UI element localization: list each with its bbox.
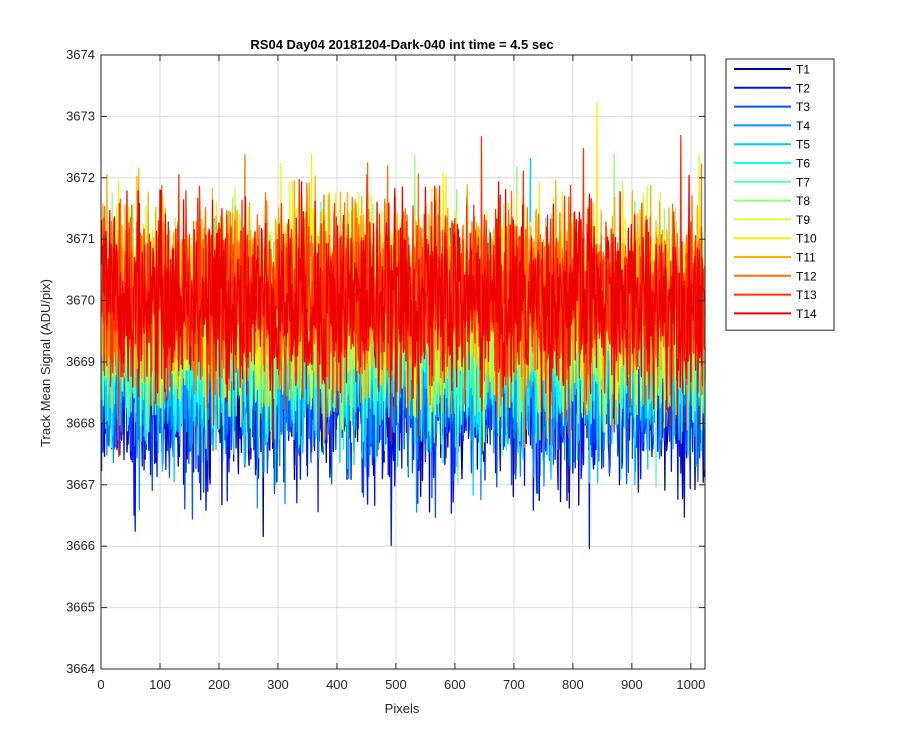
legend-label-t7: T7 (796, 175, 810, 189)
x-tick-label: 600 (444, 677, 466, 692)
x-tick-label: 800 (562, 677, 584, 692)
x-tick-label: 900 (621, 677, 643, 692)
x-tick-label: 100 (149, 677, 171, 692)
legend-label-t14: T14 (796, 307, 817, 321)
legend-label-t9: T9 (796, 213, 810, 227)
x-tick-label: 700 (503, 677, 525, 692)
x-tick-label: 300 (267, 677, 289, 692)
legend-label-t3: T3 (796, 100, 810, 114)
y-tick-label: 3673 (66, 108, 95, 123)
x-tick-label: 400 (326, 677, 348, 692)
legend-label-t4: T4 (796, 119, 810, 133)
axes: 0 100 200 300 400 500 600 700 800 900 1000 3664 3665… (66, 47, 706, 692)
legend-label-t12: T12 (796, 269, 817, 283)
legend-label-t2: T2 (796, 81, 810, 95)
x-tick-label: 500 (385, 677, 407, 692)
legend-label-t11: T11 (796, 251, 816, 265)
y-tick-label: 3668 (66, 415, 95, 430)
y-tick-label: 3670 (66, 293, 95, 308)
x-tick-label: 200 (208, 677, 230, 692)
legend-label-t8: T8 (796, 194, 810, 208)
y-axis-label: Track Mean Signal (ADU/pix) (38, 279, 53, 447)
series-line-t14 (100, 174, 706, 446)
x-axis-label: Pixels (385, 701, 420, 716)
y-tick-label: 3667 (66, 477, 95, 492)
legend-label-t13: T13 (796, 288, 817, 302)
y-tick-label: 3665 (66, 600, 95, 615)
y-tick-label: 3674 (66, 47, 95, 62)
legend-label-t1: T1 (796, 63, 810, 77)
x-tick-label: 0 (97, 677, 104, 692)
y-tick-label: 3666 (66, 538, 95, 553)
x-tick-label: 1000 (676, 677, 705, 692)
legend-label-t10: T10 (796, 232, 817, 246)
y-tick-label: 3669 (66, 354, 95, 369)
y-tick-label: 3664 (66, 661, 95, 676)
legend: T1 T2 T3 T4 T5 T6 T7 T8 T9 T10 T11 T12 T13 T14 (725, 58, 835, 331)
chart-title: RS04 Day04 20181204-Dark-040 int time = … (250, 37, 553, 52)
legend-label-t6: T6 (796, 157, 810, 171)
y-tick-label: 3671 (66, 231, 95, 246)
series-lines (100, 102, 706, 550)
legend-box (725, 58, 835, 331)
y-tick-label: 3672 (66, 170, 95, 185)
legend-label-t5: T5 (796, 138, 810, 152)
